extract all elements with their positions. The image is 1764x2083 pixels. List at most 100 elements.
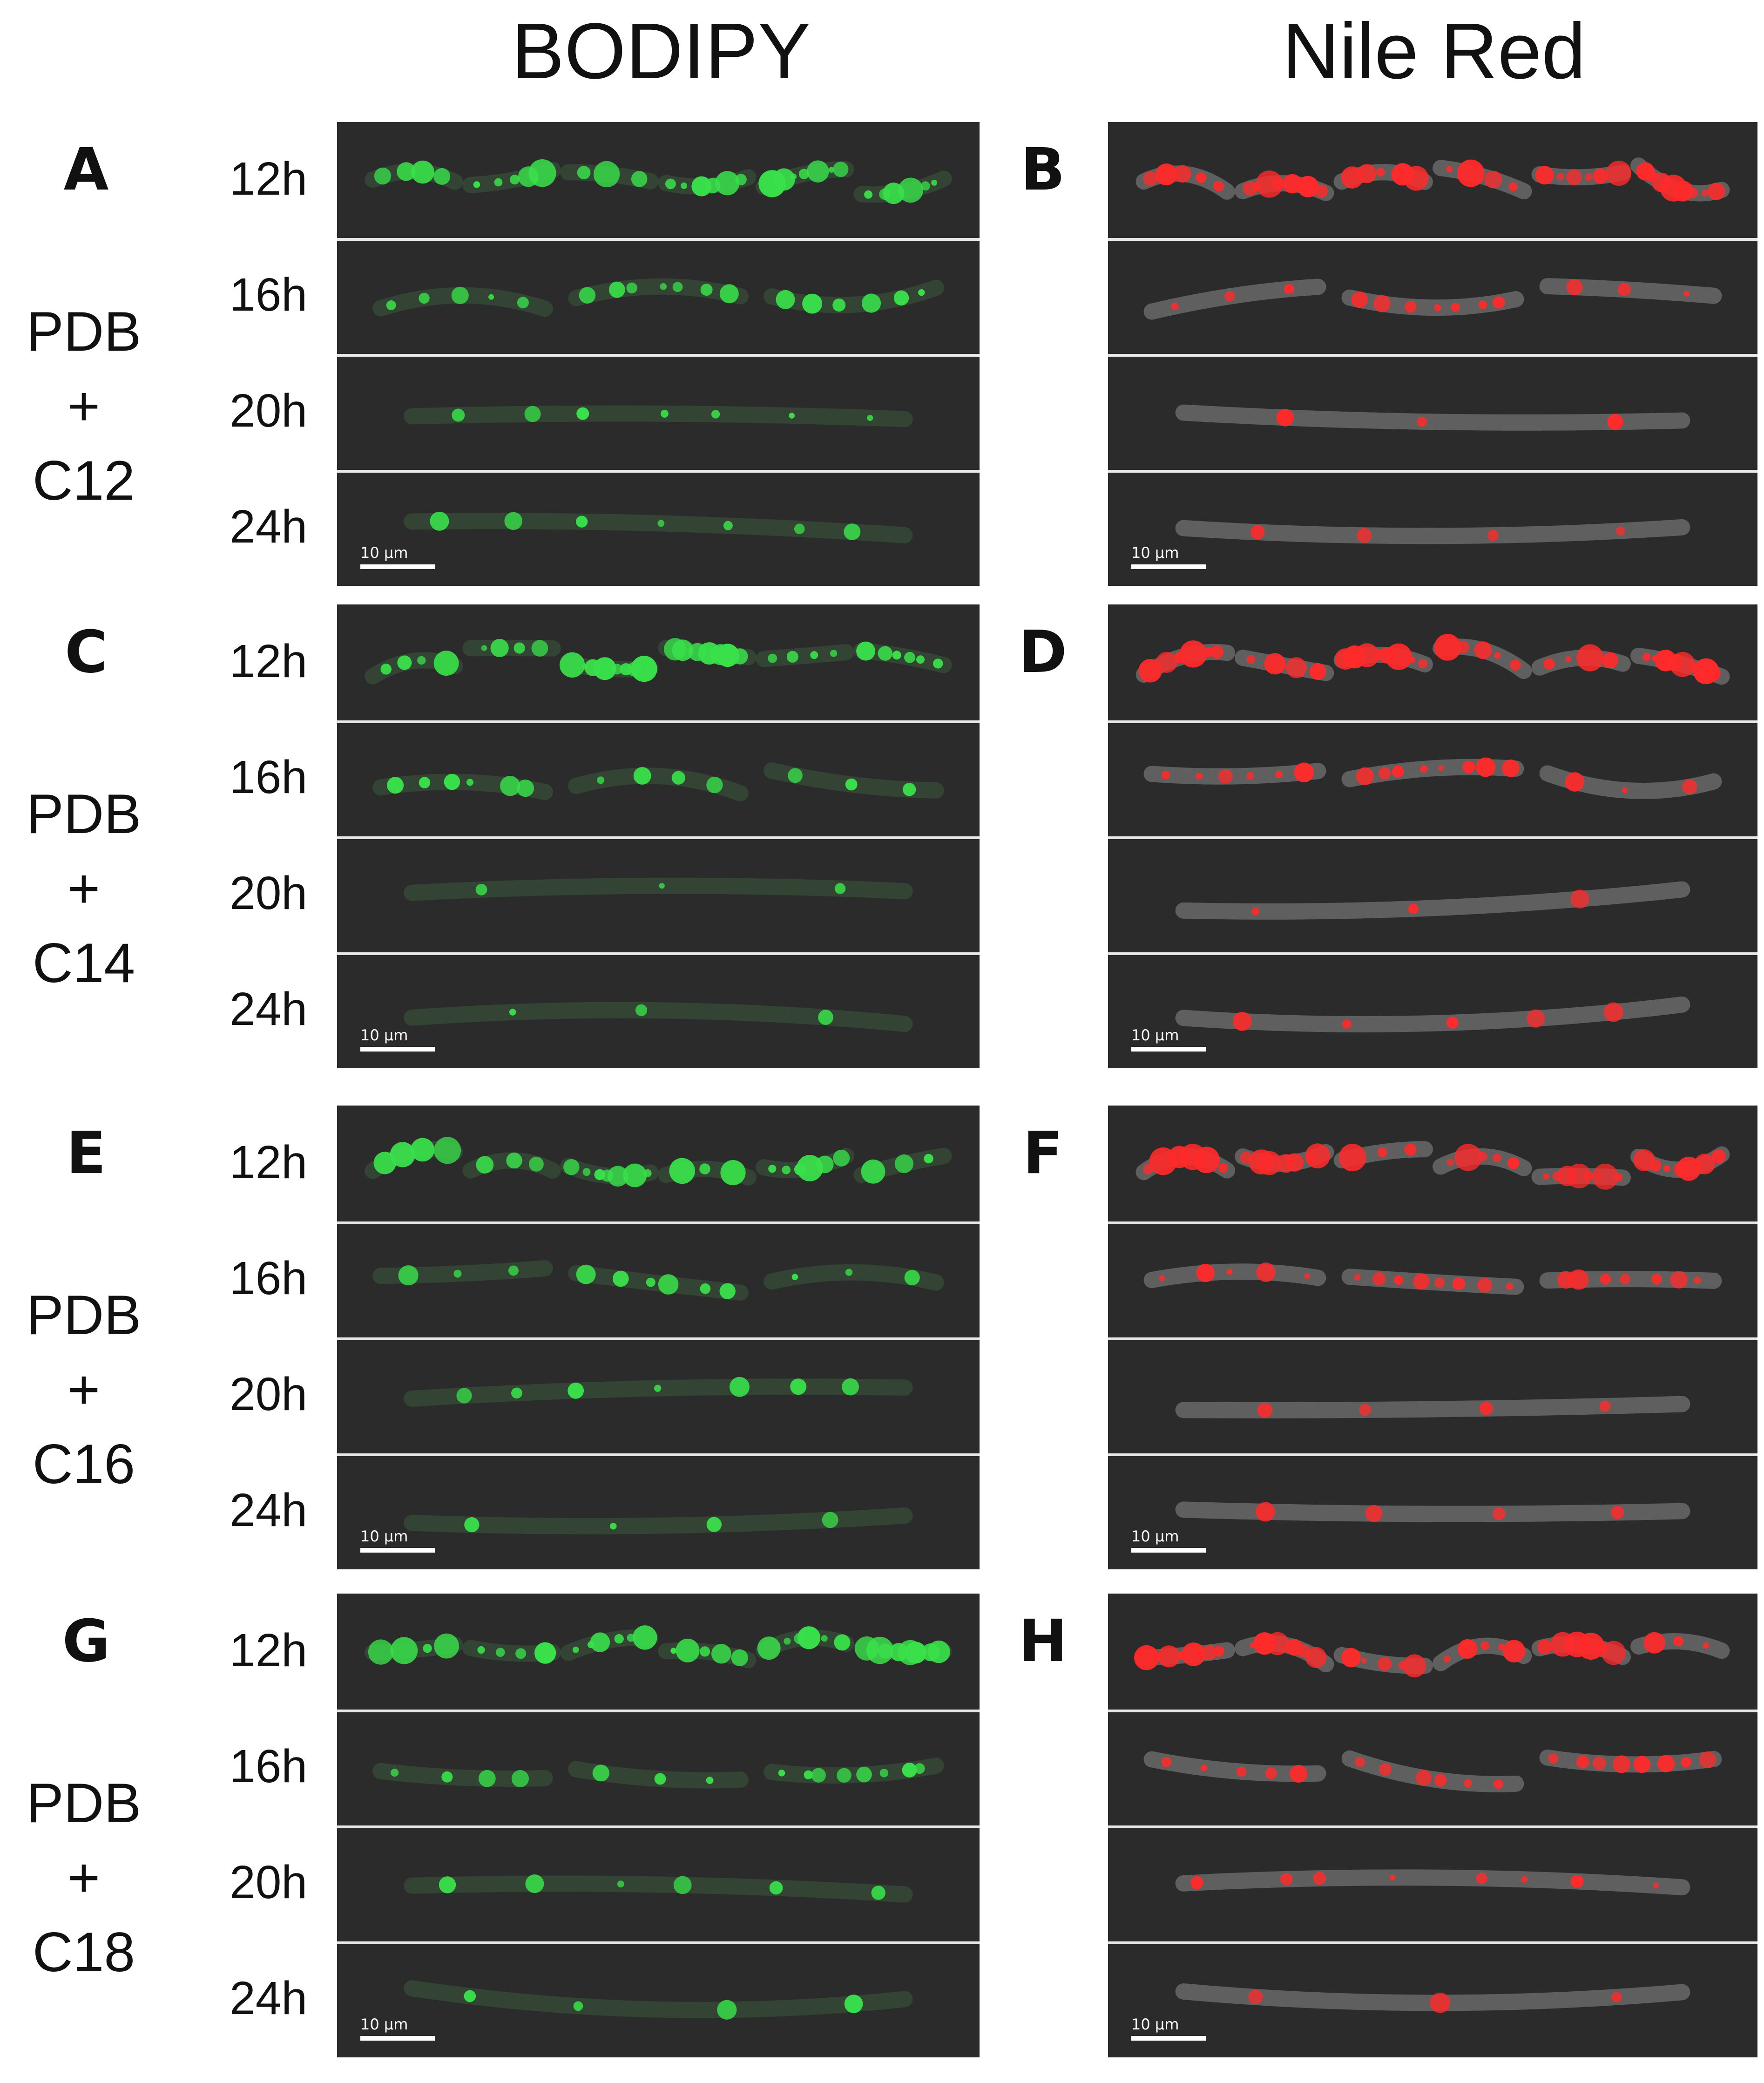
lipid-droplet xyxy=(670,1648,677,1654)
micrograph-row xyxy=(1108,952,1757,1068)
lipid-droplet xyxy=(1502,1640,1526,1662)
micrograph-image xyxy=(1175,1869,1690,1896)
lipid-droplet xyxy=(423,1644,432,1653)
lipid-droplet xyxy=(1143,171,1158,186)
lipid-droplet xyxy=(592,1764,609,1782)
lipid-droplet xyxy=(715,171,740,196)
treatment-line: PDB xyxy=(26,783,142,845)
lipid-droplet xyxy=(786,651,798,663)
scale-bar-label: 10 µm xyxy=(360,1527,408,1545)
scale-bar: 10 µm xyxy=(1131,2015,1206,2041)
lipid-droplet xyxy=(1701,190,1709,197)
lipid-droplet xyxy=(1456,640,1469,653)
scale-bar-label: 10 µm xyxy=(360,544,408,562)
lipid-droplet xyxy=(593,161,620,188)
lipid-droplet xyxy=(439,1876,456,1893)
micrograph-row xyxy=(337,720,980,836)
lipid-droplet xyxy=(1415,1770,1432,1786)
lipid-droplet xyxy=(1434,1774,1447,1787)
lipid-droplet xyxy=(730,1377,750,1397)
lipid-droplet xyxy=(1305,1647,1327,1668)
lipid-droplet xyxy=(573,2001,583,2011)
lipid-droplet xyxy=(1570,1875,1584,1888)
lipid-droplet xyxy=(1537,1639,1553,1655)
lipid-droplet xyxy=(778,1770,785,1777)
lipid-droplet xyxy=(807,160,829,183)
lipid-droplet xyxy=(1699,1751,1717,1769)
lipid-droplet xyxy=(576,1264,596,1284)
lipid-droplet xyxy=(902,783,916,796)
lipid-droplet xyxy=(830,650,838,657)
time-label: 12h xyxy=(230,152,307,205)
lipid-droplet xyxy=(676,1638,700,1662)
lipid-droplet xyxy=(1620,1274,1631,1285)
micrograph-row xyxy=(337,122,980,238)
micrograph-image xyxy=(404,405,913,427)
lipid-droplet xyxy=(1404,300,1417,313)
hypha xyxy=(764,279,944,313)
lipid-droplet xyxy=(1418,658,1428,669)
lipid-droplet xyxy=(1246,772,1254,780)
lipid-droplet xyxy=(1477,1277,1493,1293)
lipid-droplet xyxy=(1479,1402,1493,1415)
lipid-droplet xyxy=(1377,1147,1388,1158)
micrograph-image xyxy=(1175,1983,1690,2013)
time-label: 16h xyxy=(230,751,307,803)
lipid-droplet xyxy=(1379,1763,1392,1776)
lipid-droplet xyxy=(797,1626,821,1649)
lipid-droplet xyxy=(837,1768,852,1783)
lipid-droplet xyxy=(608,281,625,298)
time-label: 24h xyxy=(230,1972,307,2024)
lipid-droplet xyxy=(643,1169,652,1177)
lipid-droplet xyxy=(576,407,589,420)
panel-letter-right: B xyxy=(1021,136,1065,204)
lipid-droplet xyxy=(794,523,805,534)
treatment-line: PDB xyxy=(26,300,142,363)
lipid-droplet xyxy=(802,293,823,314)
panel-letter-right: F xyxy=(1023,1120,1063,1187)
lipid-droplet xyxy=(417,656,426,665)
lipid-droplet xyxy=(1404,1143,1417,1156)
lipid-droplet xyxy=(931,179,938,186)
lipid-droplet xyxy=(1565,772,1585,792)
lipid-droplet xyxy=(1451,303,1460,312)
lipid-droplet xyxy=(1612,1755,1631,1773)
lipid-droplet xyxy=(398,1265,419,1286)
panel-letter-left: G xyxy=(62,1608,110,1675)
hypha xyxy=(568,278,749,306)
lipid-droplet xyxy=(476,1156,494,1174)
lipid-droplet xyxy=(597,776,605,784)
time-label: 12h xyxy=(230,1136,307,1188)
lipid-droplet xyxy=(386,300,396,310)
lipid-droplet xyxy=(1602,1641,1626,1665)
lipid-droplet xyxy=(1670,1271,1688,1289)
lipid-droplet xyxy=(430,511,449,531)
panel-letter-left: A xyxy=(63,136,109,204)
lipid-droplet xyxy=(441,1771,453,1783)
lipid-droplet xyxy=(1297,176,1319,197)
lipid-droplet xyxy=(833,162,849,177)
lipid-droplet xyxy=(791,1274,798,1280)
scale-bar: 10 µm xyxy=(360,1026,435,1052)
lipid-droplet xyxy=(871,1886,885,1900)
lipid-droplet xyxy=(1642,653,1651,661)
treatment-line: + xyxy=(67,857,101,920)
lipid-droplet xyxy=(456,1388,472,1404)
lipid-droplet xyxy=(466,779,473,786)
lipid-droplet xyxy=(844,1995,863,2013)
lipid-droplet xyxy=(1452,1277,1466,1290)
micrograph-image xyxy=(1175,996,1690,1032)
lipid-droplet xyxy=(1404,166,1429,191)
scale-bar-line xyxy=(1131,1548,1206,1553)
lipid-droplet xyxy=(856,641,876,661)
micrograph-row xyxy=(337,952,980,1068)
micrograph-image xyxy=(1175,1396,1690,1418)
lipid-droplet xyxy=(1607,414,1623,430)
column-title-bodipy: BODIPY xyxy=(511,7,811,95)
lipid-droplet xyxy=(867,414,873,421)
micrograph-image xyxy=(365,1625,952,1669)
bodipy-micrograph-panel: 10 µm xyxy=(337,1594,980,2057)
lipid-droplet xyxy=(1464,1779,1472,1788)
micrograph-image xyxy=(365,159,952,204)
lipid-droplet xyxy=(1213,1646,1224,1657)
